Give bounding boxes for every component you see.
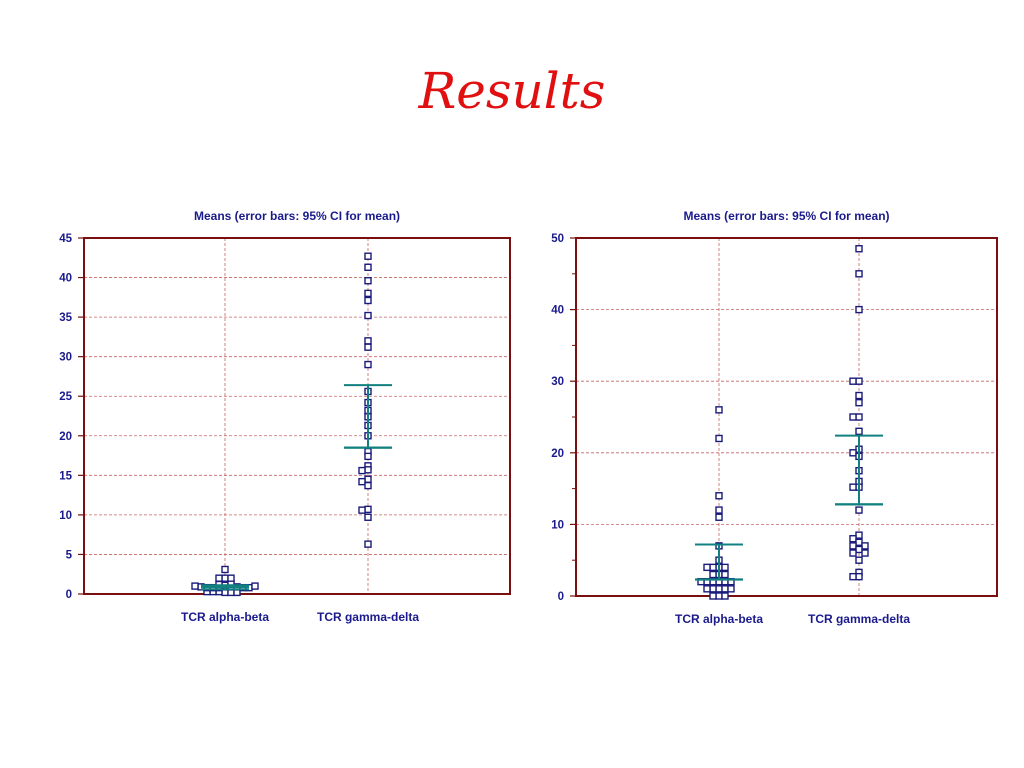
data-point xyxy=(715,406,723,414)
y-tick-label: 20 xyxy=(59,431,72,443)
data-point xyxy=(364,337,372,345)
data-point xyxy=(703,563,711,572)
y-tick-label: 0 xyxy=(558,591,564,603)
data-point xyxy=(721,585,729,593)
data-point xyxy=(855,391,863,400)
plot-frame xyxy=(83,237,511,595)
y-tick-label: 5 xyxy=(66,549,73,561)
data-point xyxy=(709,563,717,572)
data-point xyxy=(364,263,372,271)
data-point xyxy=(364,481,372,490)
chart-title: Means (error bars: 95% CI for mean) xyxy=(683,209,889,223)
y-tick-label: 10 xyxy=(551,519,564,531)
y-tick-label: 35 xyxy=(59,312,72,324)
data-point xyxy=(364,311,372,320)
data-point xyxy=(364,360,372,369)
data-point xyxy=(855,531,863,539)
slide-title: Results xyxy=(418,62,606,120)
y-tick-label: 40 xyxy=(59,273,72,285)
plot-frame xyxy=(575,237,998,597)
data-point xyxy=(709,585,717,593)
data-point xyxy=(721,570,729,579)
x-category-label: TCR gamma-delta xyxy=(317,610,419,624)
data-point xyxy=(364,540,372,548)
data-point xyxy=(849,413,857,421)
data-point xyxy=(703,585,711,593)
data-point xyxy=(721,563,729,572)
chart-right-svg: Means (error bars: 95% CI for mean) 0 10 20… xyxy=(551,209,998,626)
data-point xyxy=(709,570,717,579)
data-point xyxy=(221,574,229,582)
data-point xyxy=(358,466,366,475)
data-point xyxy=(855,506,863,514)
data-point xyxy=(358,506,366,514)
data-point xyxy=(855,427,863,436)
y-tick-label: 50 xyxy=(551,233,564,245)
chart-title: Means (error bars: 95% CI for mean) xyxy=(194,209,400,223)
y-tick-label: 10 xyxy=(59,510,72,522)
chart-left-svg: Means (error bars: 95% CI for mean) 0 5 10 1… xyxy=(59,209,511,624)
data-point xyxy=(849,542,857,550)
data-point xyxy=(715,585,723,593)
data-point xyxy=(861,549,869,557)
x-category-label: TCR alpha-beta xyxy=(675,612,763,626)
data-point xyxy=(364,475,372,483)
data-point xyxy=(849,572,857,581)
data-point xyxy=(364,466,372,474)
data-point xyxy=(715,434,723,443)
data-point xyxy=(364,277,372,285)
chart-left: Means (error bars: 95% CI for mean) 0 5 10 1… xyxy=(30,200,530,645)
data-point xyxy=(849,483,857,491)
data-point xyxy=(715,592,723,600)
data-point xyxy=(364,343,372,351)
data-point xyxy=(715,506,723,514)
data-point xyxy=(855,245,863,253)
data-point xyxy=(849,377,857,385)
data-point xyxy=(191,582,199,590)
x-category-label: TCR gamma-delta xyxy=(808,612,910,626)
y-tick-label: 45 xyxy=(59,233,72,245)
data-point xyxy=(855,556,863,564)
data-point xyxy=(221,565,229,574)
data-point xyxy=(364,289,372,298)
data-point xyxy=(849,549,857,557)
data-point xyxy=(861,542,869,550)
data-point xyxy=(251,582,259,590)
data-point xyxy=(849,535,857,543)
data-point xyxy=(855,377,863,385)
data-point xyxy=(358,477,366,486)
y-tick-label: 15 xyxy=(59,470,72,482)
data-point xyxy=(855,413,863,421)
data-point xyxy=(715,492,723,500)
y-tick-label: 30 xyxy=(551,376,564,388)
data-point xyxy=(364,452,372,461)
data-point xyxy=(715,513,723,521)
data-point xyxy=(855,305,863,314)
data-point xyxy=(227,574,235,582)
data-point xyxy=(855,270,863,278)
data-point xyxy=(364,296,372,305)
y-tick-label: 30 xyxy=(59,352,72,364)
x-category-label: TCR alpha-beta xyxy=(181,610,269,624)
data-point xyxy=(855,572,863,581)
data-point xyxy=(849,449,857,457)
y-tick-label: 40 xyxy=(551,305,564,317)
data-point xyxy=(855,398,863,407)
data-point xyxy=(215,574,223,582)
y-tick-label: 20 xyxy=(551,448,564,460)
y-tick-label: 25 xyxy=(59,391,72,403)
data-point xyxy=(727,585,735,593)
y-tick-label: 0 xyxy=(66,589,72,601)
data-point xyxy=(709,592,717,600)
data-point xyxy=(721,592,729,600)
chart-right: Means (error bars: 95% CI for mean) 0 10 20… xyxy=(524,200,1004,645)
data-point xyxy=(855,538,863,546)
data-point xyxy=(364,505,372,514)
data-point xyxy=(855,545,863,554)
data-point xyxy=(364,513,372,521)
data-point xyxy=(364,252,372,260)
